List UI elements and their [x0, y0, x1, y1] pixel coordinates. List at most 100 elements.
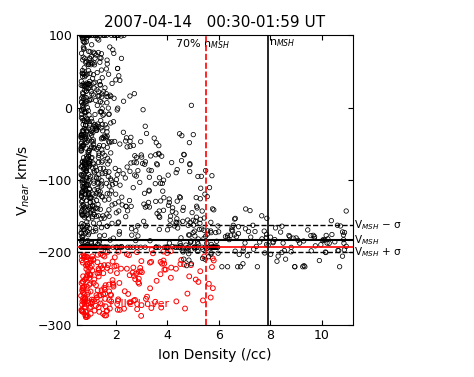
- Point: [101, 85, 109, 91]
- Point: [82, 213, 90, 219]
- Point: [80, 202, 87, 208]
- Point: [77, 145, 85, 151]
- Point: [188, 210, 196, 216]
- Point: [86, 205, 93, 211]
- Point: [109, 119, 117, 125]
- Point: [214, 250, 222, 256]
- Point: [209, 255, 217, 261]
- Point: [122, 203, 130, 209]
- Point: [193, 205, 201, 211]
- Point: [79, 206, 87, 212]
- Point: [147, 259, 155, 265]
- Point: [88, 138, 95, 144]
- Point: [103, 180, 110, 186]
- Point: [188, 102, 195, 108]
- Point: [91, 211, 98, 218]
- Point: [210, 244, 218, 250]
- Point: [171, 223, 178, 229]
- Point: [80, 32, 88, 38]
- Point: [80, 38, 87, 44]
- Point: [87, 288, 94, 294]
- Point: [116, 228, 123, 234]
- Point: [108, 177, 115, 183]
- Point: [277, 229, 284, 235]
- Point: [129, 185, 137, 191]
- Point: [88, 244, 96, 250]
- Point: [137, 313, 145, 319]
- Point: [79, 115, 86, 121]
- Point: [89, 165, 97, 171]
- Point: [201, 253, 208, 259]
- Point: [190, 132, 197, 138]
- Point: [186, 161, 194, 167]
- Point: [81, 244, 88, 250]
- Point: [194, 173, 202, 179]
- Point: [84, 62, 92, 68]
- Point: [212, 244, 220, 250]
- Point: [101, 32, 109, 38]
- Point: [249, 222, 257, 228]
- Point: [84, 32, 91, 38]
- Point: [82, 191, 90, 197]
- Point: [161, 261, 168, 267]
- Point: [83, 244, 91, 250]
- Point: [80, 45, 88, 51]
- Point: [294, 237, 302, 243]
- Point: [146, 238, 154, 244]
- Point: [160, 248, 167, 254]
- Point: [102, 282, 109, 288]
- Point: [79, 285, 86, 291]
- Point: [123, 164, 131, 170]
- Point: [90, 32, 97, 38]
- Point: [97, 300, 104, 307]
- Point: [81, 295, 89, 301]
- Point: [109, 282, 117, 288]
- Point: [102, 303, 109, 309]
- Point: [143, 294, 151, 300]
- Point: [102, 313, 110, 319]
- Point: [85, 67, 92, 74]
- Point: [79, 67, 86, 74]
- Point: [79, 81, 87, 87]
- Point: [290, 235, 297, 241]
- Point: [87, 62, 95, 68]
- Point: [97, 99, 104, 105]
- Point: [80, 255, 88, 261]
- Point: [121, 288, 128, 294]
- Point: [78, 257, 85, 263]
- Point: [203, 240, 210, 246]
- Point: [137, 268, 145, 274]
- Point: [92, 123, 100, 129]
- Point: [91, 244, 99, 250]
- Point: [92, 303, 100, 309]
- Point: [112, 210, 120, 216]
- Point: [78, 172, 85, 178]
- Point: [82, 313, 90, 319]
- Point: [79, 93, 87, 100]
- Point: [84, 264, 91, 270]
- Point: [78, 95, 85, 101]
- Point: [178, 133, 186, 139]
- Point: [83, 244, 91, 250]
- Point: [80, 107, 87, 113]
- Point: [82, 206, 89, 212]
- Point: [109, 244, 117, 250]
- Point: [95, 304, 102, 310]
- Point: [81, 184, 88, 190]
- Point: [109, 182, 116, 188]
- Point: [88, 32, 96, 38]
- Point: [157, 259, 164, 265]
- Point: [79, 32, 86, 38]
- Point: [89, 228, 97, 234]
- Point: [107, 292, 114, 298]
- Point: [99, 75, 106, 81]
- Point: [84, 81, 92, 87]
- Point: [82, 266, 90, 272]
- Point: [208, 264, 216, 270]
- Point: [83, 129, 91, 135]
- Point: [210, 244, 217, 250]
- Point: [90, 297, 98, 303]
- Point: [82, 314, 90, 320]
- Point: [84, 149, 92, 155]
- Point: [226, 237, 233, 243]
